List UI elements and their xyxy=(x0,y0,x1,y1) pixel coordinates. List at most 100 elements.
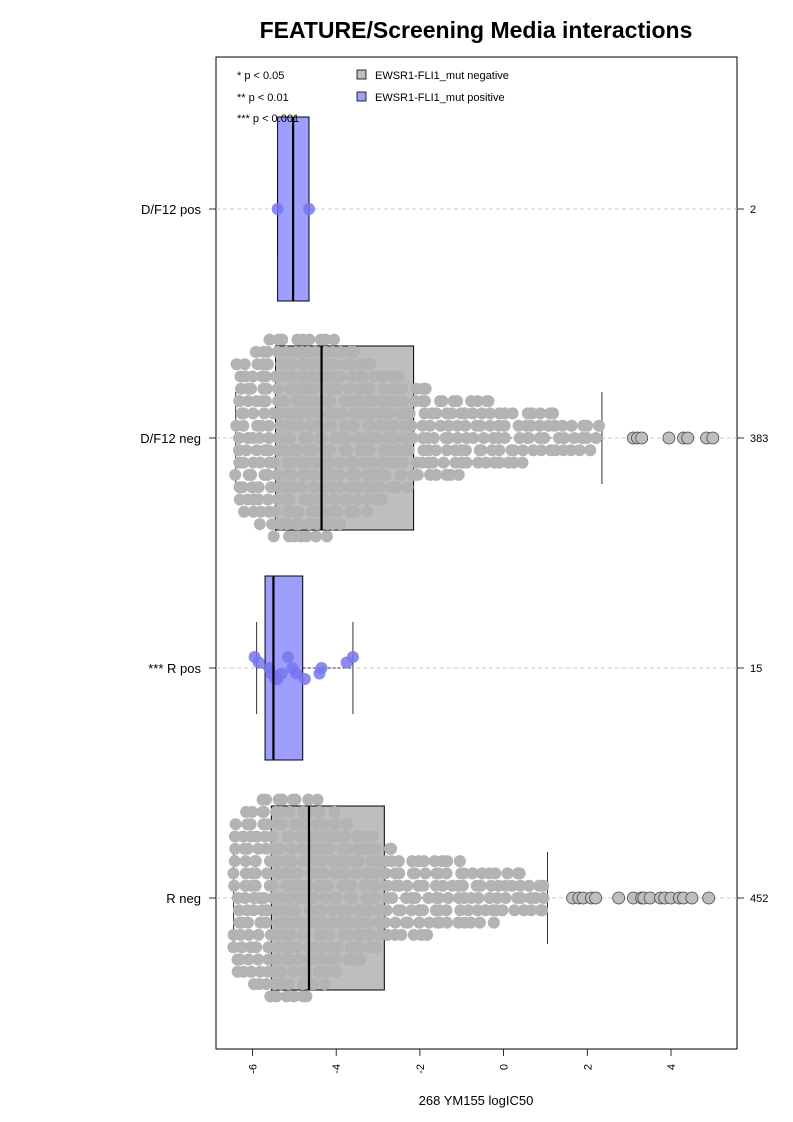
data-point-3-224 xyxy=(342,928,355,941)
data-point-3-118 xyxy=(283,830,296,843)
data-point-1-115 xyxy=(286,358,299,371)
data-point-1-438 xyxy=(593,419,606,432)
data-point-1-313 xyxy=(406,432,419,444)
data-point-3-338 xyxy=(453,855,466,868)
data-point-1-238 xyxy=(347,456,360,469)
data-point-1-285 xyxy=(379,419,392,432)
data-point-3-223 xyxy=(339,855,352,868)
data-point-1-281 xyxy=(374,481,387,494)
data-point-3-141 xyxy=(289,793,302,806)
data-point-1-265 xyxy=(365,456,378,469)
data-point-1-410 xyxy=(524,419,537,432)
data-point-3-116 xyxy=(284,842,297,855)
data-point-3-249 xyxy=(353,941,366,954)
data-point-1-395 xyxy=(498,419,511,432)
data-point-3-130 xyxy=(293,916,306,929)
data-point-1-70 xyxy=(271,432,284,444)
data-point-1-113 xyxy=(286,370,299,383)
data-point-1-101 xyxy=(281,518,294,531)
data-point-3-128 xyxy=(289,904,302,917)
data-point-3-250 xyxy=(357,830,370,843)
data-point-3-363 xyxy=(499,892,512,904)
data-point-1-367 xyxy=(459,444,472,457)
x-tick-label-1: -4 xyxy=(331,1064,343,1074)
data-point-1-96 xyxy=(277,370,290,383)
data-point-3-374 xyxy=(513,867,526,880)
data-point-1-161 xyxy=(308,468,321,481)
data-point-1-197 xyxy=(326,481,339,494)
data-point-1-406 xyxy=(516,444,529,457)
data-point-1-222 xyxy=(341,444,354,457)
data-point-3-372 xyxy=(514,879,527,892)
data-point-3-143 xyxy=(298,892,311,904)
data-point-1-295 xyxy=(388,419,401,432)
data-point-2-6 xyxy=(275,667,288,680)
data-point-1-391 xyxy=(493,444,506,457)
data-point-3-178 xyxy=(315,904,328,917)
data-point-3-310 xyxy=(416,904,429,917)
legend: * p < 0.05 ** p < 0.01 *** p < 0.001 EWS… xyxy=(237,69,509,125)
plot-frame xyxy=(215,56,738,1050)
data-point-2-1 xyxy=(252,656,265,669)
data-point-1-14 xyxy=(240,444,253,457)
data-point-1-416 xyxy=(534,407,547,420)
data-point-3-52 xyxy=(252,953,265,966)
data-point-3-227 xyxy=(338,830,351,843)
data-point-3-99 xyxy=(273,842,286,855)
data-point-3-369 xyxy=(508,904,521,917)
data-point-1-268 xyxy=(363,382,376,395)
x-tick-label-4: 2 xyxy=(582,1064,594,1070)
data-point-3-342 xyxy=(457,867,470,880)
data-point-3-340 xyxy=(456,879,469,892)
data-point-1-73 xyxy=(273,407,286,420)
significance-legend-1: * p < 0.05 xyxy=(237,70,284,82)
data-point-1-247 xyxy=(348,345,361,358)
data-point-3-85 xyxy=(270,953,283,966)
data-point-1-354 xyxy=(445,407,458,420)
data-point-3-193 xyxy=(326,904,339,917)
data-point-3-275 xyxy=(379,916,392,929)
data-point-0-1 xyxy=(302,203,315,215)
data-point-3-262 xyxy=(369,892,382,904)
x-tick-label-2: -2 xyxy=(415,1064,427,1074)
data-point-1-63 xyxy=(259,370,272,383)
data-point-1-54 xyxy=(262,432,275,444)
data-point-1-262 xyxy=(364,419,377,432)
data-point-1-102 xyxy=(276,333,289,346)
outlier-point-3-16 xyxy=(702,891,716,905)
data-point-3-274 xyxy=(379,867,392,880)
data-point-1-294 xyxy=(388,432,401,444)
data-point-3-204 xyxy=(328,805,341,818)
data-point-3-289 xyxy=(394,904,407,917)
data-point-3-283 xyxy=(389,916,402,929)
data-point-1-104 xyxy=(284,432,297,444)
data-point-3-348 xyxy=(464,916,477,929)
data-point-1-133 xyxy=(292,505,305,518)
data-point-1-414 xyxy=(533,419,546,432)
data-point-3-80 xyxy=(270,855,283,868)
data-point-1-263 xyxy=(363,444,376,457)
data-point-1-154 xyxy=(300,530,313,543)
data-point-1-403 xyxy=(507,456,520,469)
data-point-3-69 xyxy=(261,818,274,831)
data-point-3-68 xyxy=(262,953,275,966)
data-point-3-129 xyxy=(291,867,304,880)
data-point-1-160 xyxy=(308,395,321,408)
y-tick-label-2: *** R pos xyxy=(148,661,201,676)
data-point-3-181 xyxy=(316,855,329,868)
data-point-1-61 xyxy=(260,382,273,395)
data-point-1-23 xyxy=(238,358,251,371)
data-point-2-14 xyxy=(346,651,359,663)
median-layer xyxy=(272,117,323,990)
y-tick-label-3: R neg xyxy=(166,891,201,906)
data-point-2-9 xyxy=(282,651,295,663)
n-label-3: 452 xyxy=(750,893,768,905)
data-point-1-314 xyxy=(405,419,418,432)
data-point-1-82 xyxy=(269,505,282,518)
data-point-1-24 xyxy=(238,505,251,518)
data-point-3-83 xyxy=(272,941,285,954)
outlier-point-3-4 xyxy=(589,891,603,905)
data-point-1-130 xyxy=(296,370,309,383)
data-point-3-62 xyxy=(260,916,273,929)
data-point-1-53 xyxy=(253,518,266,531)
